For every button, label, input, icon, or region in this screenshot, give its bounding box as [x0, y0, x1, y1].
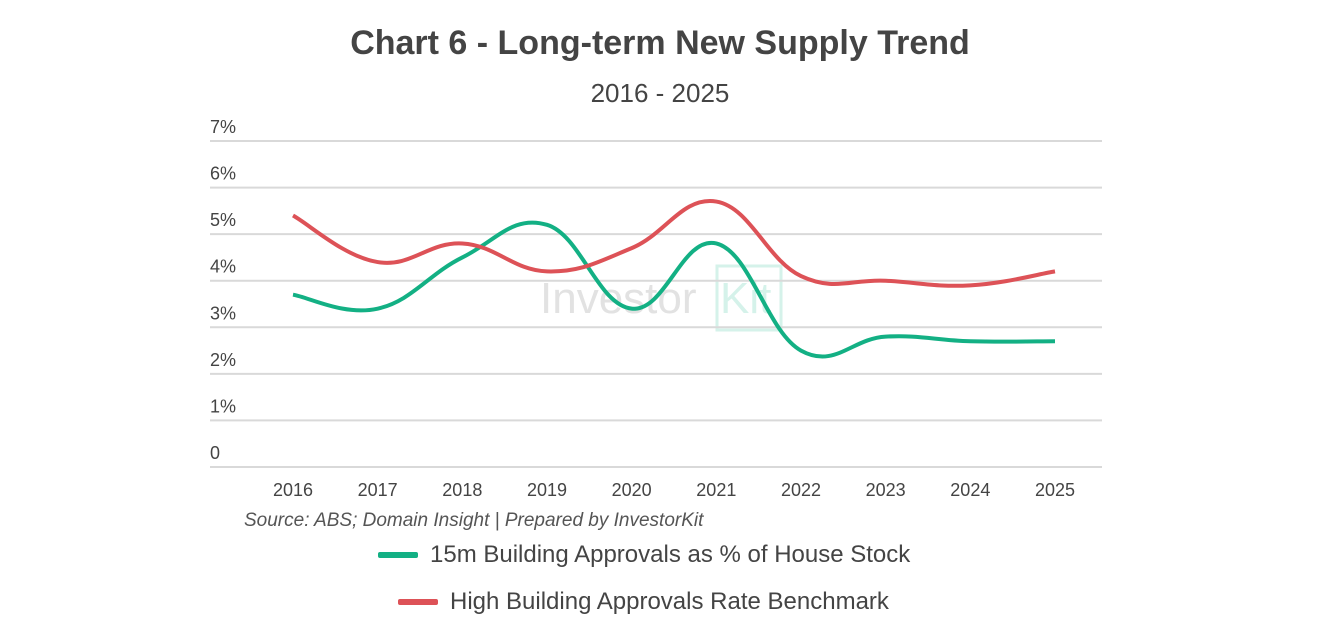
x-tick-label: 2018 — [442, 480, 482, 500]
y-tick-label: 5% — [210, 210, 236, 230]
y-tick-label: 2% — [210, 350, 236, 370]
y-tick-label: 4% — [210, 257, 236, 277]
legend-label: High Building Approvals Rate Benchmark — [450, 588, 889, 615]
x-tick-label: 2021 — [696, 480, 736, 500]
legend-swatch-red — [398, 599, 438, 605]
y-tick-label: 3% — [210, 303, 236, 323]
x-tick-label: 2022 — [781, 480, 821, 500]
legend-item-approvals: 15m Building Approvals as % of House Sto… — [378, 541, 910, 569]
x-tick-label: 2024 — [950, 480, 990, 500]
legend-swatch-green — [378, 552, 418, 558]
x-tick-label: 2019 — [527, 480, 567, 500]
chart-title: Chart 6 - Long-term New Supply Trend — [350, 24, 970, 62]
watermark-logo-box — [715, 264, 783, 332]
x-tick-label: 2020 — [612, 480, 652, 500]
x-tick-label: 2017 — [358, 480, 398, 500]
series-line-benchmark — [292, 199, 1056, 288]
legend-label: 15m Building Approvals as % of House Sto… — [430, 541, 911, 568]
y-tick-label: 6% — [210, 164, 236, 184]
x-tick-label: 2023 — [866, 480, 906, 500]
y-tick-label: 7% — [210, 117, 236, 137]
chart-subtitle: 2016 - 2025 — [590, 78, 730, 108]
x-tick-label: 2025 — [1035, 480, 1075, 500]
source-note: Source: ABS; Domain Insight | Prepared b… — [244, 510, 704, 531]
x-tick-label: 2016 — [273, 480, 313, 500]
legend-item-benchmark: High Building Approvals Rate Benchmark — [398, 588, 889, 616]
y-tick-label: 0 — [210, 443, 220, 463]
series-line-approvals — [292, 220, 1056, 359]
y-tick-label: 1% — [210, 396, 236, 416]
